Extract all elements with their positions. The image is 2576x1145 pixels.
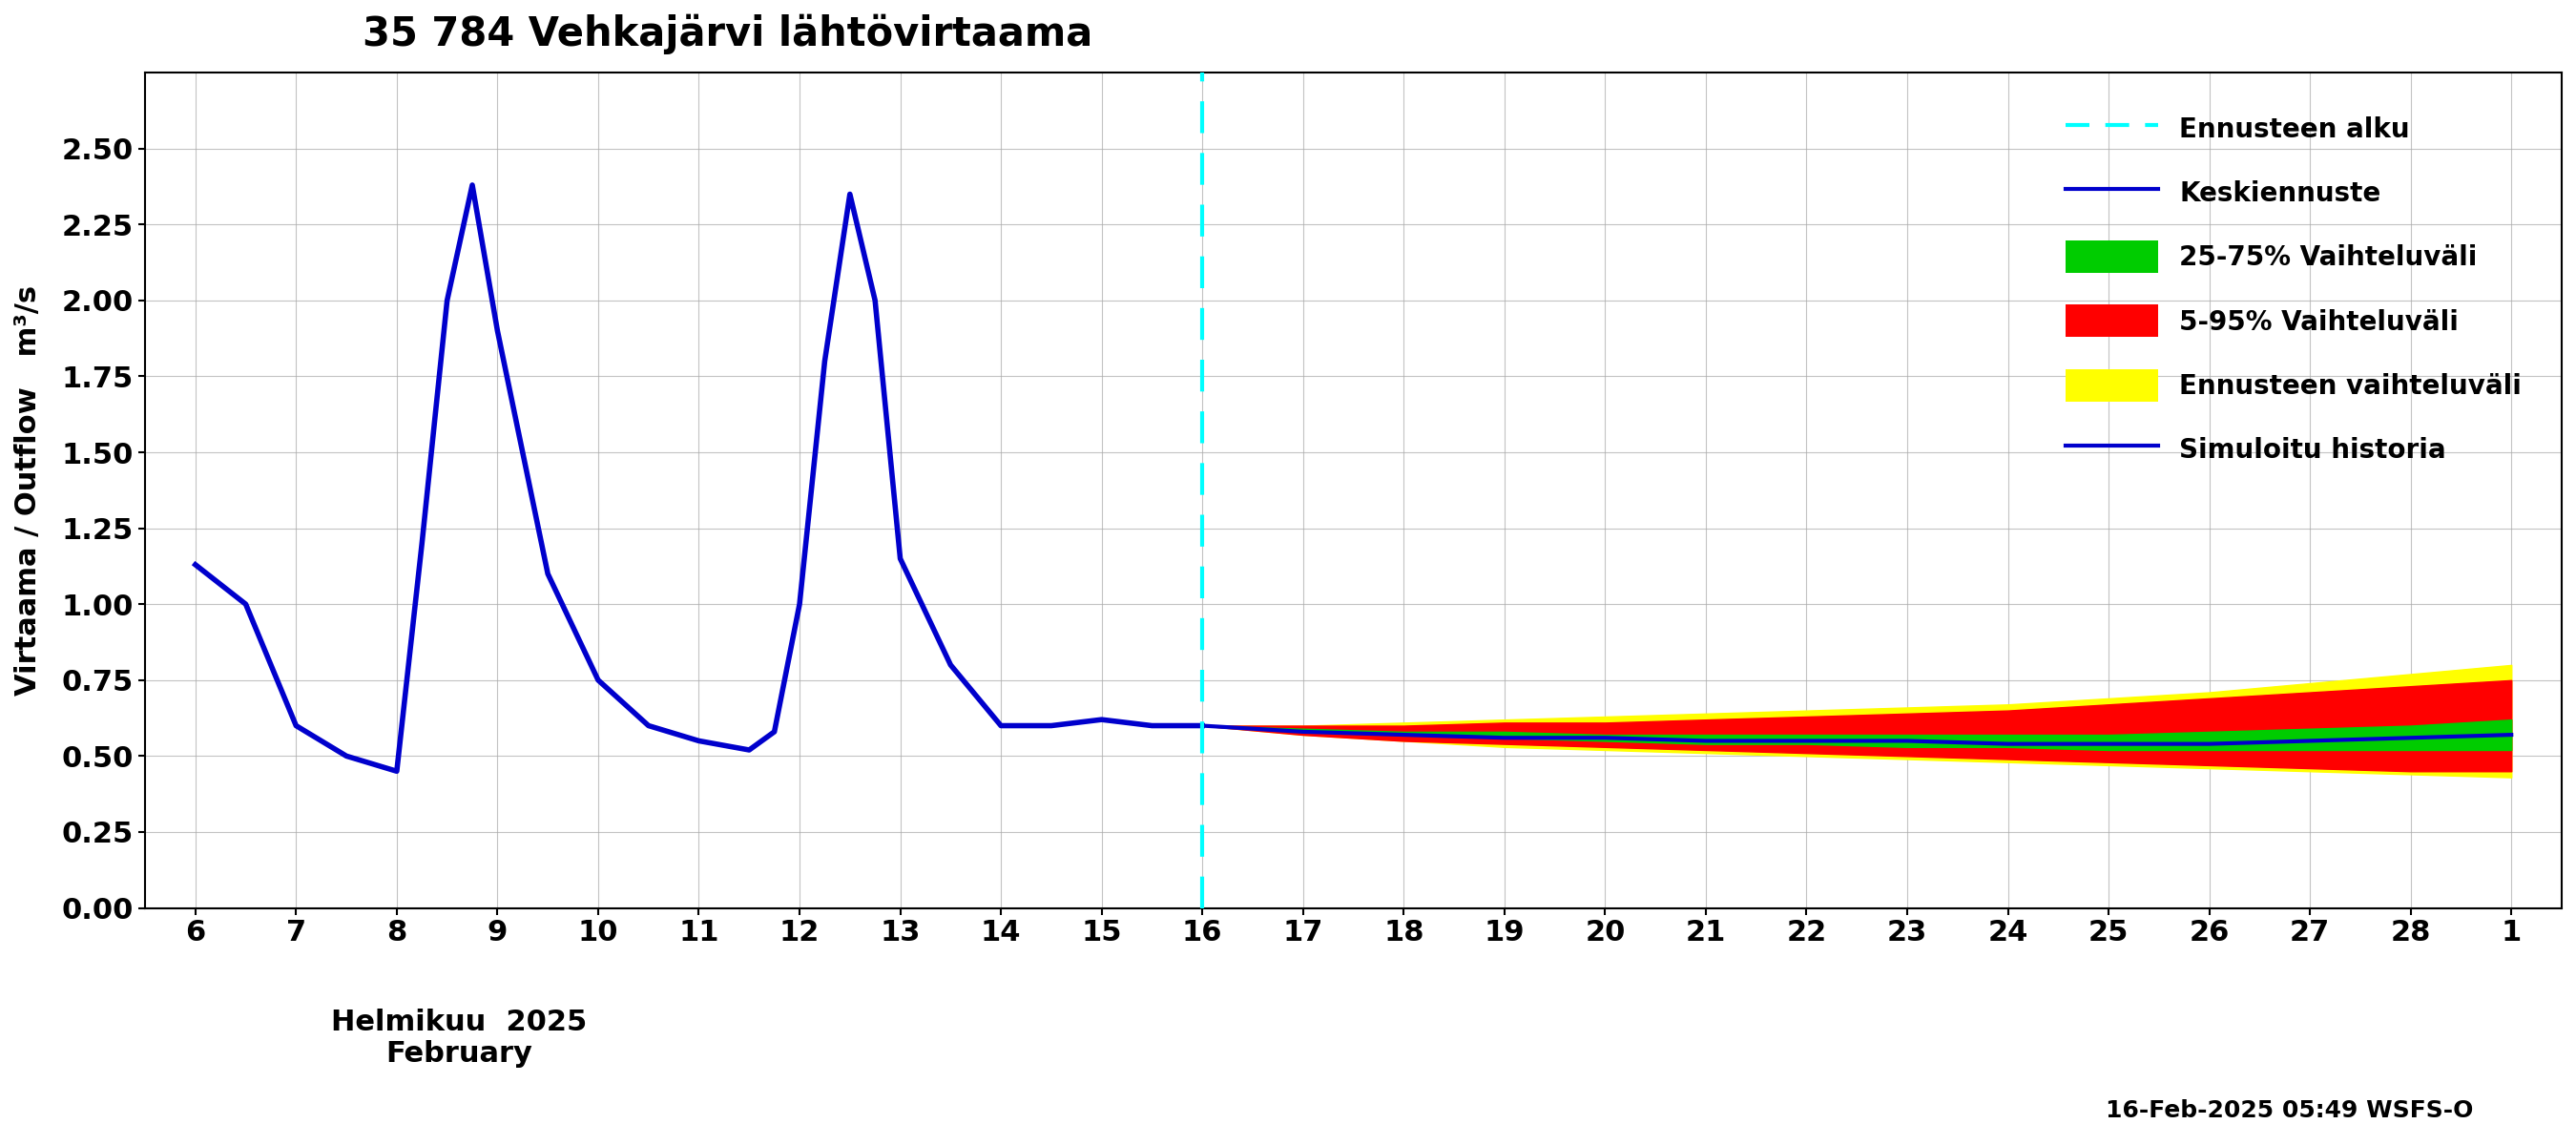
Text: 35 784 Vehkajärvi lähtövirtaama: 35 784 Vehkajärvi lähtövirtaama — [363, 14, 1092, 55]
X-axis label: Helmikuu  2025
February: Helmikuu 2025 February — [332, 1008, 587, 1068]
Y-axis label: Virtaama / Outflow   m³/s: Virtaama / Outflow m³/s — [15, 285, 41, 695]
Legend: Ennusteen alku, Keskiennuste, 25-75% Vaihteluväli, 5-95% Vaihteluväli, Ennusteen: Ennusteen alku, Keskiennuste, 25-75% Vai… — [2040, 86, 2548, 492]
Text: 16-Feb-2025 05:49 WSFS-O: 16-Feb-2025 05:49 WSFS-O — [2105, 1099, 2473, 1122]
